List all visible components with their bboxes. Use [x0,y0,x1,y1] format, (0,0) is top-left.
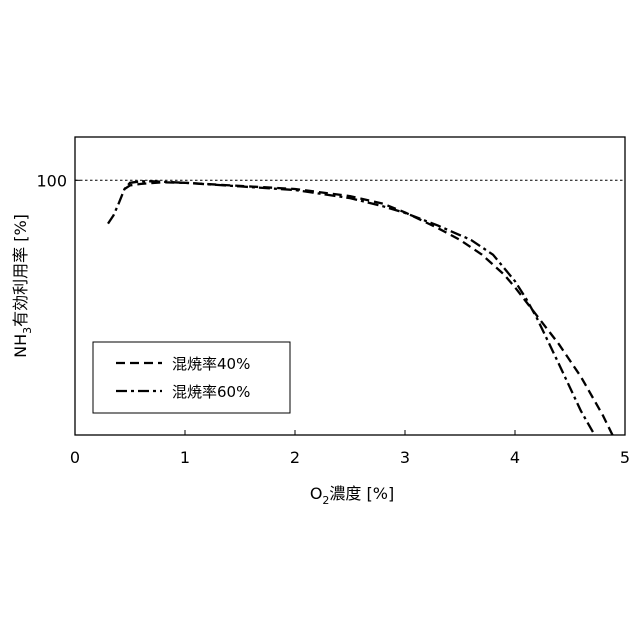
y-axis-label: NH3有効利用率 [%] [11,214,34,358]
x-tick-label-3: 3 [400,448,410,467]
x-tick-label-4: 4 [510,448,520,467]
legend-box [93,342,290,413]
y-axis-ticks: 100 [36,171,80,190]
x-tick-label-2: 2 [290,448,300,467]
x-tick-label-1: 1 [180,448,190,467]
legend-label-60: 混焼率60% [172,383,250,401]
legend: 混焼率40% 混焼率60% [93,342,290,413]
x-tick-label-0: 0 [70,448,80,467]
x-tick-label-5: 5 [620,448,630,467]
x-axis-label: O2濃度 [%] [310,484,394,507]
y-tick-label-100: 100 [36,171,67,190]
legend-label-40: 混焼率40% [172,355,250,373]
